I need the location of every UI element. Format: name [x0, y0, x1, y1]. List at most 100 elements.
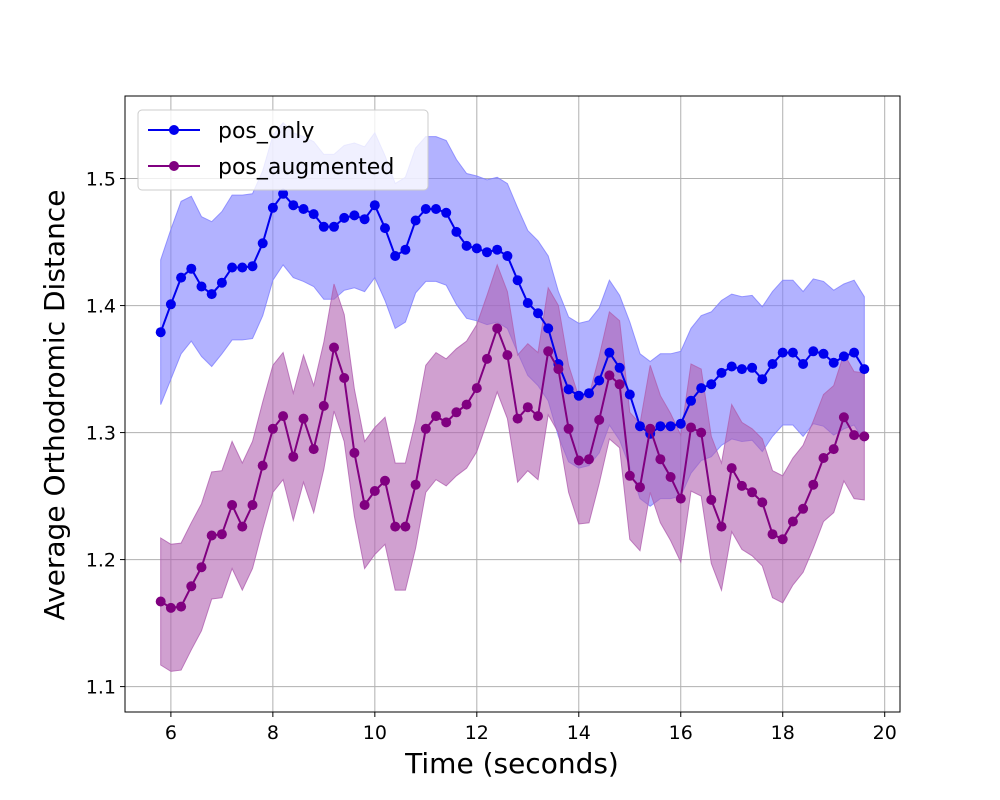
point-pos-augmented [369, 486, 380, 496]
point-pos-only [665, 421, 676, 432]
legend-item-pos-augmented: pos_augmented [148, 155, 394, 180]
point-pos-only [675, 418, 686, 429]
point-pos-augmented [614, 379, 625, 390]
point-pos-only [461, 240, 472, 251]
legend-label-pos-augmented: pos_augmented [218, 155, 394, 180]
point-pos-only [686, 395, 696, 406]
point-pos-augmented [298, 413, 309, 424]
point-pos-augmented [736, 480, 747, 491]
point-pos-only [787, 347, 798, 358]
point-pos-augmented [441, 417, 452, 428]
line-pos-augmented [160, 325, 865, 609]
point-pos-augmented [716, 521, 727, 532]
point-pos-augmented [624, 470, 635, 481]
point-pos-augmented [604, 370, 615, 381]
point-pos-augmented [747, 487, 758, 498]
point-pos-augmented [176, 601, 187, 612]
point-pos-only [543, 323, 554, 334]
point-pos-only [451, 226, 462, 237]
point-pos-augmented [573, 455, 584, 466]
point-pos-only [726, 361, 737, 372]
point-pos-augmented [502, 350, 513, 361]
point-pos-augmented [849, 430, 860, 441]
point-pos-only [522, 298, 533, 308]
point-pos-only [400, 244, 411, 255]
point-pos-only [573, 390, 584, 401]
point-pos-augmented [594, 414, 605, 425]
point-pos-only [859, 364, 870, 375]
legend-item-pos-only: pos_only [148, 119, 314, 144]
y-tick-label: 1.4 [86, 296, 116, 318]
point-pos-only [777, 347, 788, 358]
point-pos-augmented [410, 479, 421, 490]
y-tick-label: 1.2 [86, 550, 116, 572]
point-pos-only [828, 357, 839, 368]
point-pos-only [380, 223, 390, 234]
point-pos-augmented [431, 411, 441, 422]
y-axis-title: Average Orthodromic Distance [38, 190, 71, 621]
point-pos-augmented [380, 475, 390, 486]
point-pos-augmented [400, 521, 411, 532]
point-pos-augmented [767, 529, 778, 540]
point-pos-only [706, 379, 717, 390]
point-pos-only [471, 243, 482, 254]
point-pos-only [329, 221, 339, 232]
point-pos-only [594, 375, 605, 386]
point-pos-augmented [308, 444, 319, 455]
point-pos-augmented [635, 482, 645, 493]
x-tick-label: 6 [165, 722, 177, 744]
point-pos-only [747, 362, 758, 373]
y-tick-label: 1.1 [86, 677, 116, 699]
x-tick-label: 14 [567, 722, 591, 744]
point-pos-only [349, 210, 360, 221]
point-pos-only [849, 347, 860, 358]
point-pos-only [757, 374, 768, 385]
point-pos-only [420, 204, 431, 214]
x-tick-label: 20 [873, 722, 897, 744]
point-pos-only [359, 214, 370, 225]
point-pos-augmented [808, 479, 819, 490]
point-pos-only [237, 262, 248, 273]
point-pos-augmented [828, 444, 839, 455]
point-pos-only [186, 263, 197, 274]
point-pos-only [696, 383, 707, 394]
point-pos-only [482, 247, 492, 258]
point-pos-augmented [838, 412, 849, 423]
x-tick-label: 18 [771, 722, 795, 744]
point-pos-only [318, 221, 329, 232]
legend: pos_only pos_augmented [137, 109, 429, 191]
point-pos-augmented [216, 529, 227, 540]
point-pos-augmented [686, 422, 696, 433]
point-pos-only [257, 238, 268, 249]
axis-ticks: 6 8 10 12 14 16 18 20 1.1 1.2 1.3 1.4 1.5 [86, 169, 897, 744]
point-pos-only [808, 346, 819, 357]
x-tick-label: 16 [669, 722, 693, 744]
point-pos-augmented [645, 423, 656, 434]
point-pos-augmented [390, 521, 401, 532]
legend-label-pos-only: pos_only [218, 119, 314, 144]
x-axis-title: Time (seconds) [404, 747, 619, 780]
point-pos-only [369, 200, 380, 211]
point-pos-augmented [777, 534, 788, 545]
point-pos-only [655, 421, 666, 432]
point-pos-augmented [206, 530, 217, 541]
point-pos-only [512, 275, 523, 286]
point-pos-augmented [818, 453, 829, 463]
point-pos-augmented [655, 454, 666, 465]
point-pos-augmented [471, 383, 482, 394]
point-pos-only [339, 212, 350, 223]
point-pos-augmented [186, 581, 197, 592]
point-pos-only [196, 281, 207, 292]
point-pos-augmented [278, 411, 289, 422]
point-pos-augmented [227, 500, 238, 510]
point-pos-only [247, 261, 258, 272]
point-pos-augmented [675, 493, 686, 504]
point-pos-only [838, 351, 849, 362]
legend-marker-pos-augmented [169, 161, 179, 171]
point-pos-augmented [420, 423, 431, 434]
point-pos-only [584, 388, 594, 399]
point-pos-augmented [512, 413, 523, 424]
point-pos-augmented [165, 602, 176, 613]
point-pos-augmented [359, 500, 370, 510]
